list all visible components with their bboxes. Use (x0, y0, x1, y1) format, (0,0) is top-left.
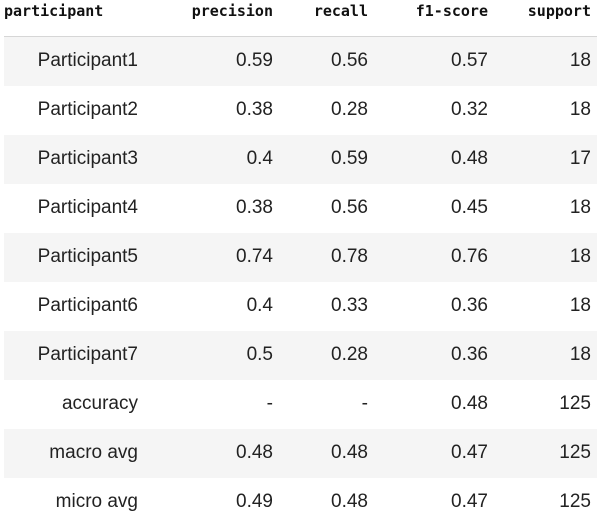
precision-cell: 0.48 (144, 428, 279, 478)
precision-cell: 0.59 (144, 36, 279, 86)
table-row: Participant5 0.74 0.78 0.76 18 (4, 232, 597, 282)
row-label: Participant7 (4, 330, 144, 380)
recall-cell: 0.28 (279, 85, 374, 135)
table-body: Participant1 0.59 0.56 0.57 18 Participa… (4, 36, 597, 527)
precision-cell: 0.4 (144, 134, 279, 184)
row-label: micro avg (4, 477, 144, 527)
column-header-participant: participant (4, 0, 144, 37)
precision-cell: 0.74 (144, 232, 279, 282)
support-cell: 18 (494, 232, 597, 282)
recall-cell: 0.33 (279, 281, 374, 331)
support-cell: 18 (494, 36, 597, 86)
recall-cell: 0.56 (279, 183, 374, 233)
support-cell: 17 (494, 134, 597, 184)
column-header-f1-score: f1-score (374, 0, 494, 37)
support-cell: 18 (494, 281, 597, 331)
support-cell: 125 (494, 477, 597, 527)
column-header-precision: precision (144, 0, 279, 37)
f1-score-cell: 0.48 (374, 379, 494, 429)
f1-score-cell: 0.48 (374, 134, 494, 184)
recall-cell: 0.56 (279, 36, 374, 86)
recall-cell: 0.59 (279, 134, 374, 184)
table-header: participant precision recall f1-score su… (4, 0, 597, 37)
row-label: macro avg (4, 428, 144, 478)
support-cell: 18 (494, 183, 597, 233)
support-cell: 125 (494, 379, 597, 429)
recall-cell: 0.78 (279, 232, 374, 282)
column-header-support: support (494, 0, 597, 37)
table-row: Participant1 0.59 0.56 0.57 18 (4, 36, 597, 86)
precision-cell: 0.38 (144, 183, 279, 233)
f1-score-cell: 0.47 (374, 477, 494, 527)
precision-cell: 0.4 (144, 281, 279, 331)
f1-score-cell: 0.76 (374, 232, 494, 282)
row-label: accuracy (4, 379, 144, 429)
header-row: participant precision recall f1-score su… (4, 0, 597, 37)
row-label: Participant4 (4, 183, 144, 233)
table-row: Participant4 0.38 0.56 0.45 18 (4, 183, 597, 233)
support-cell: 18 (494, 85, 597, 135)
support-cell: 18 (494, 330, 597, 380)
f1-score-cell: 0.47 (374, 428, 494, 478)
table-row: Participant2 0.38 0.28 0.32 18 (4, 85, 597, 135)
row-label: Participant3 (4, 134, 144, 184)
row-label: Participant2 (4, 85, 144, 135)
f1-score-cell: 0.36 (374, 330, 494, 380)
f1-score-cell: 0.57 (374, 36, 494, 86)
table-row: accuracy - - 0.48 125 (4, 379, 597, 429)
column-header-recall: recall (279, 0, 374, 37)
precision-cell: 0.5 (144, 330, 279, 380)
row-label: Participant1 (4, 36, 144, 86)
f1-score-cell: 0.45 (374, 183, 494, 233)
table-row: Participant3 0.4 0.59 0.48 17 (4, 134, 597, 184)
table-row: micro avg 0.49 0.48 0.47 125 (4, 477, 597, 527)
report-table: participant precision recall f1-score su… (4, 0, 597, 527)
f1-score-cell: 0.32 (374, 85, 494, 135)
precision-cell: 0.38 (144, 85, 279, 135)
f1-score-cell: 0.36 (374, 281, 494, 331)
recall-cell: 0.48 (279, 477, 374, 527)
precision-cell: - (144, 379, 279, 429)
recall-cell: 0.28 (279, 330, 374, 380)
support-cell: 125 (494, 428, 597, 478)
recall-cell: 0.48 (279, 428, 374, 478)
row-label: Participant6 (4, 281, 144, 331)
row-label: Participant5 (4, 232, 144, 282)
table-row: Participant7 0.5 0.28 0.36 18 (4, 330, 597, 380)
table-row: Participant6 0.4 0.33 0.36 18 (4, 281, 597, 331)
table-row: macro avg 0.48 0.48 0.47 125 (4, 428, 597, 478)
recall-cell: - (279, 379, 374, 429)
precision-cell: 0.49 (144, 477, 279, 527)
